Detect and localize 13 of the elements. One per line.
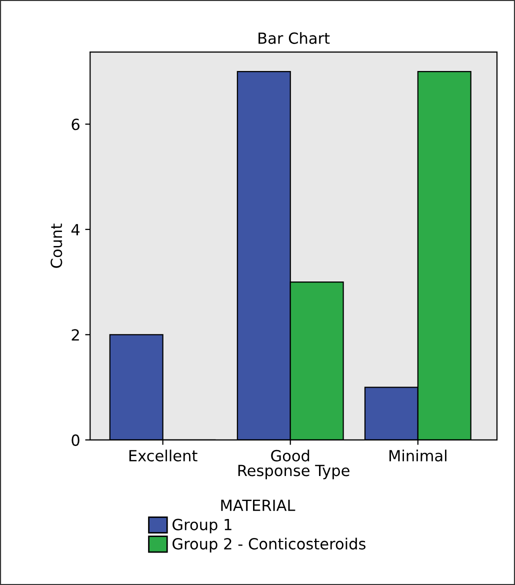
x-tick-label: Excellent — [129, 450, 198, 462]
y-axis-title: Count — [50, 224, 62, 268]
y-tick-label: 2 — [72, 329, 79, 340]
x-tick-label: Good — [271, 450, 310, 462]
legend-title: MATERIAL — [221, 500, 296, 511]
y-tick-label: 0 — [72, 434, 80, 446]
legend-label: Group 1 — [172, 518, 232, 534]
x-axis-title: Response Type — [238, 464, 350, 480]
legend-label: Group 2 - Conticosteroids — [172, 538, 366, 553]
y-tick-label: 6 — [72, 118, 80, 130]
y-tick-label: 4 — [71, 224, 80, 236]
chart-title: Bar Chart — [258, 32, 330, 44]
x-tick-label: Minimal — [389, 450, 446, 462]
